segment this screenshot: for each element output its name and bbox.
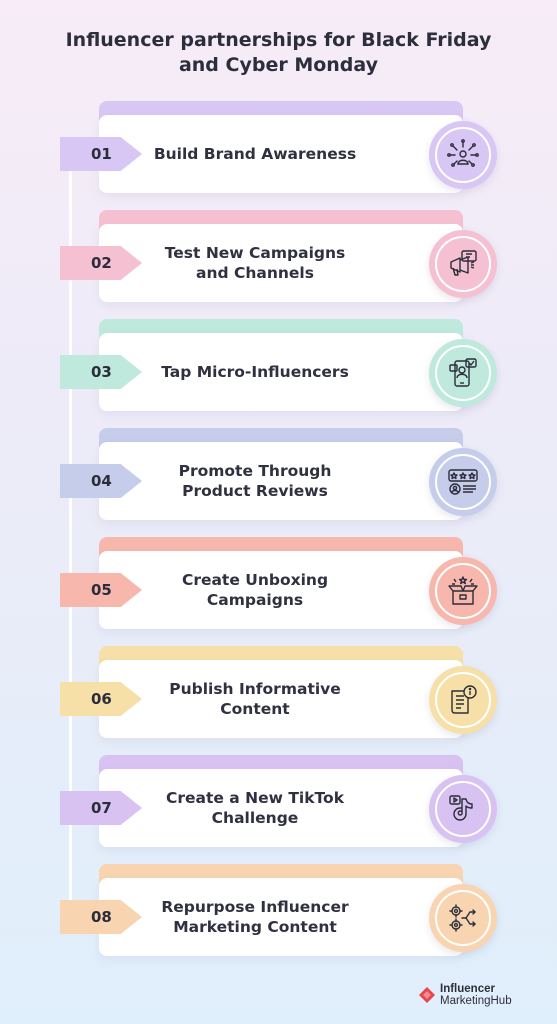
step-label: Publish Informative Content xyxy=(169,680,341,718)
card xyxy=(99,878,463,956)
title-line-2: and Cyber Monday xyxy=(178,54,379,76)
repurpose-gears-icon xyxy=(435,890,491,946)
card xyxy=(99,224,463,302)
card xyxy=(99,333,463,411)
logo-text: Influencer MarketingHub xyxy=(440,983,512,1007)
brand-logo: Influencer MarketingHub xyxy=(418,980,543,1010)
unboxing-icon xyxy=(435,563,491,619)
step-label: Create Unboxing Campaigns xyxy=(181,571,329,609)
step-label: Tap Micro-Influencers xyxy=(161,363,349,381)
logo-line-2: MarketingHub xyxy=(440,995,512,1007)
logo-diamond-icon xyxy=(418,986,436,1004)
step-label: Create a New TikTok Challenge xyxy=(165,789,345,827)
step-1: Build Brand Awareness 01 xyxy=(0,101,557,197)
megaphone-icon xyxy=(435,236,491,292)
icon-badge xyxy=(429,884,497,952)
step-6: Publish Informative Content 06 xyxy=(0,646,557,742)
icon-badge xyxy=(429,230,497,298)
review-stars-icon xyxy=(435,454,491,510)
icon-badge xyxy=(429,557,497,625)
title-line-1: Influencer partnerships for Black Friday xyxy=(65,29,492,51)
icon-badge xyxy=(429,775,497,843)
phone-influencer-icon xyxy=(435,345,491,401)
step-5: Create Unboxing Campaigns 05 xyxy=(0,537,557,633)
card xyxy=(99,115,463,193)
step-7: Create a New TikTok Challenge 07 xyxy=(0,755,557,851)
timeline-connector xyxy=(69,160,72,920)
step-4: Promote Through Product Reviews 04 xyxy=(0,428,557,524)
step-label: Repurpose Influencer Marketing Content xyxy=(161,898,349,936)
icon-badge xyxy=(429,448,497,516)
brand-awareness-icon xyxy=(435,127,491,183)
step-3: Tap Micro-Influencers 03 xyxy=(0,319,557,415)
card xyxy=(99,660,463,738)
page-title: Influencer partnerships for Black Friday… xyxy=(0,28,557,78)
step-label: Promote Through Product Reviews xyxy=(178,462,332,500)
step-label: Test New Campaigns and Channels xyxy=(164,244,346,282)
tiktok-icon xyxy=(435,781,491,837)
icon-badge xyxy=(429,121,497,189)
step-8: Repurpose Influencer Marketing Content 0… xyxy=(0,864,557,960)
card xyxy=(99,442,463,520)
step-label: Build Brand Awareness xyxy=(153,145,357,163)
document-info-icon xyxy=(435,672,491,728)
step-2: Test New Campaigns and Channels 02 xyxy=(0,210,557,306)
logo-line-1: Influencer xyxy=(440,983,495,995)
icon-badge xyxy=(429,339,497,407)
card xyxy=(99,551,463,629)
card xyxy=(99,769,463,847)
icon-badge xyxy=(429,666,497,734)
